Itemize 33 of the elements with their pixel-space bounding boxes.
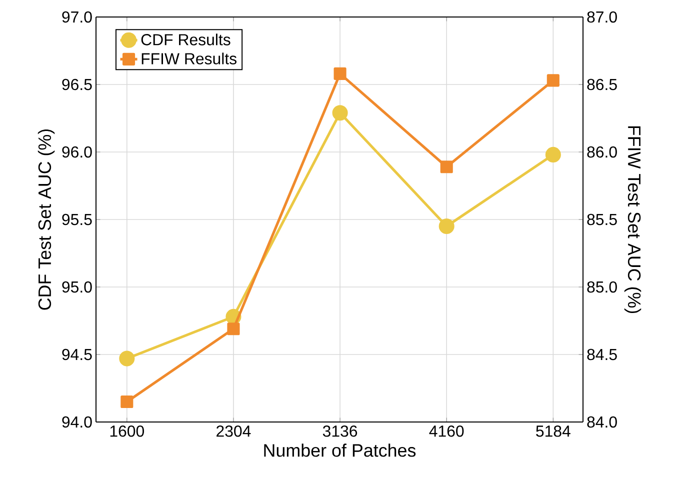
y2-tick-label: 84.0 bbox=[587, 416, 617, 428]
y2-tick-label: 84.5 bbox=[587, 348, 617, 360]
y-tick-label: 96.0 bbox=[62, 146, 92, 158]
y2-tick-label: 86.5 bbox=[587, 78, 617, 90]
y-tick-label: 96.5 bbox=[62, 78, 92, 90]
y-tick-label: 95.5 bbox=[62, 214, 92, 226]
point bbox=[546, 74, 560, 87]
x-tick-label: 1600 bbox=[110, 426, 144, 437]
y2-tick-label: 85.5 bbox=[587, 214, 617, 226]
point bbox=[334, 67, 346, 80]
legend-label: CDF Results bbox=[141, 34, 230, 46]
x-tick-label: 4160 bbox=[429, 426, 464, 437]
x-tick-label: 2304 bbox=[216, 426, 251, 437]
point bbox=[545, 146, 561, 162]
x-tick-label: 5184 bbox=[536, 426, 570, 437]
point bbox=[440, 160, 453, 174]
y2-tick-label: 85.0 bbox=[587, 281, 617, 293]
point bbox=[227, 322, 240, 336]
legend-label: FFIW Results bbox=[142, 52, 236, 64]
y2-tick-label: 87.0 bbox=[587, 11, 617, 23]
y2-axis-title: FFIW Test Set AUC (%) bbox=[624, 126, 642, 314]
y-tick-label: 97.0 bbox=[62, 11, 92, 23]
y-tick-label: 95.0 bbox=[62, 281, 92, 293]
point bbox=[332, 105, 348, 121]
point bbox=[438, 218, 454, 234]
y-tick-label: 94.5 bbox=[62, 348, 92, 360]
y-axis-title: CDF Test Set AUC (%) bbox=[38, 129, 55, 310]
x-tick-label: 3136 bbox=[322, 426, 358, 437]
point bbox=[119, 350, 135, 366]
point bbox=[120, 395, 134, 408]
y-tick-label: 94.0 bbox=[62, 416, 92, 428]
y2-tick-label: 86.0 bbox=[587, 146, 617, 158]
x-axis-title: Number of Patches bbox=[264, 444, 416, 457]
